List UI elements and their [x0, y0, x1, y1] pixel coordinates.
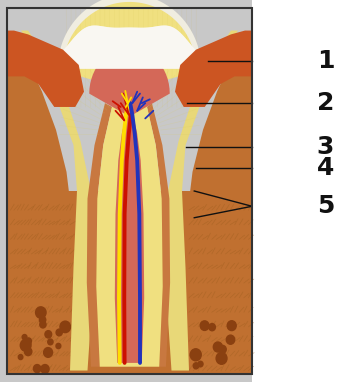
Circle shape — [26, 338, 32, 344]
Circle shape — [226, 335, 235, 344]
Polygon shape — [61, 0, 198, 367]
Circle shape — [193, 363, 199, 369]
Circle shape — [22, 335, 27, 340]
Polygon shape — [147, 103, 170, 367]
Circle shape — [36, 307, 46, 318]
Polygon shape — [87, 103, 112, 367]
Circle shape — [213, 342, 223, 352]
Circle shape — [25, 340, 31, 347]
Circle shape — [227, 321, 236, 330]
Circle shape — [25, 348, 32, 356]
Text: 3: 3 — [317, 135, 334, 159]
Circle shape — [56, 343, 61, 349]
Polygon shape — [186, 31, 252, 374]
Text: 1: 1 — [317, 49, 334, 73]
Circle shape — [216, 353, 227, 364]
Polygon shape — [21, 31, 94, 371]
Circle shape — [22, 340, 29, 348]
Polygon shape — [58, 0, 201, 69]
Circle shape — [200, 321, 209, 330]
Circle shape — [60, 321, 70, 333]
Circle shape — [40, 316, 46, 323]
Polygon shape — [58, 26, 201, 69]
Circle shape — [56, 329, 62, 336]
Polygon shape — [58, 26, 201, 69]
Polygon shape — [89, 48, 170, 363]
Bar — [7, 8, 252, 374]
Circle shape — [40, 321, 46, 328]
Circle shape — [34, 364, 41, 372]
Text: 5: 5 — [317, 194, 334, 218]
Polygon shape — [7, 31, 74, 374]
Circle shape — [18, 354, 23, 359]
Text: 4: 4 — [317, 156, 334, 180]
Circle shape — [190, 349, 201, 361]
Polygon shape — [7, 8, 252, 374]
Circle shape — [44, 348, 52, 357]
Polygon shape — [175, 31, 252, 107]
Circle shape — [209, 324, 215, 331]
Polygon shape — [164, 31, 238, 371]
Circle shape — [198, 361, 203, 367]
Circle shape — [219, 345, 226, 353]
Circle shape — [20, 340, 31, 351]
Circle shape — [45, 331, 52, 338]
Polygon shape — [7, 191, 252, 374]
Circle shape — [41, 364, 49, 374]
Polygon shape — [252, 0, 350, 382]
Circle shape — [48, 339, 53, 345]
Polygon shape — [7, 31, 84, 107]
Text: 2: 2 — [317, 91, 334, 115]
